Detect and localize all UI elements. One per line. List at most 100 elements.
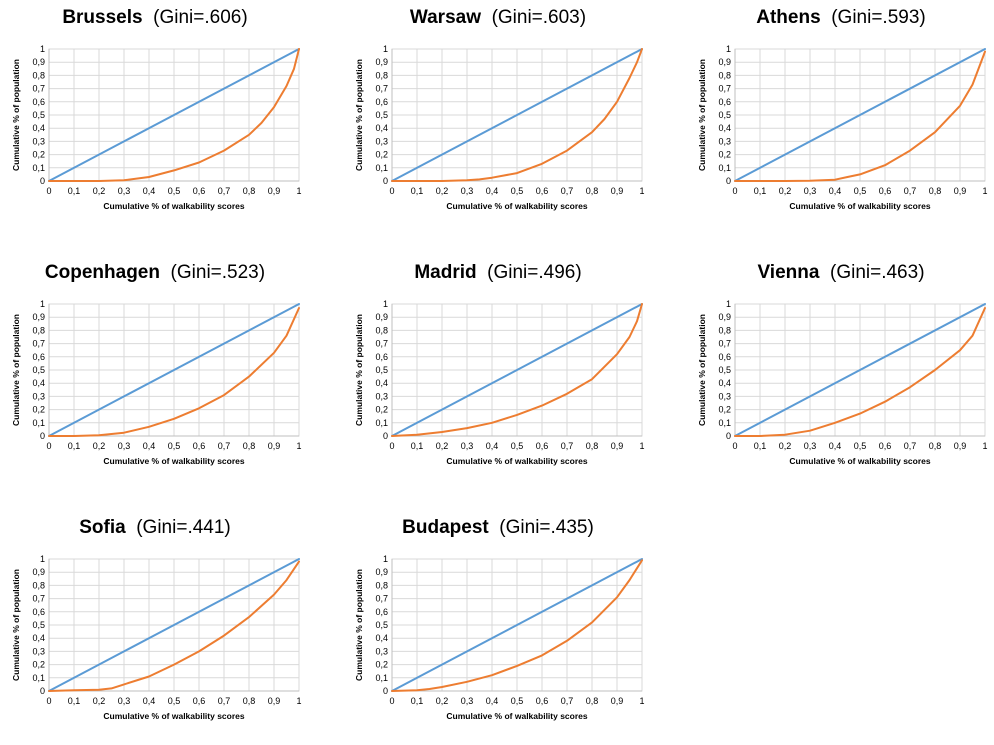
- y-tick-label: 0,7: [718, 339, 731, 349]
- lorenz-curve: [734, 307, 986, 437]
- x-tick-label: 0,1: [68, 186, 81, 196]
- y-tick-label: 0,1: [32, 673, 45, 683]
- x-tick-label: 0,3: [118, 186, 131, 196]
- x-tick-label: 0,8: [243, 186, 256, 196]
- x-tick-label: 1: [982, 441, 987, 451]
- x-tick-label: 0: [732, 186, 737, 196]
- y-tick-label: 0,1: [32, 418, 45, 428]
- x-tick-label: 0: [732, 441, 737, 451]
- x-tick-label: 0,8: [243, 696, 256, 706]
- y-tick-label: 0,3: [375, 136, 388, 146]
- x-tick-label: 0,1: [411, 186, 424, 196]
- y-tick-label: 0,3: [32, 646, 45, 656]
- x-tick-label: 0,8: [929, 186, 942, 196]
- y-axis-title: Cumulative % of population: [697, 314, 707, 426]
- chart-title: Budapest (Gini=.435): [348, 515, 648, 541]
- y-tick-label: 1: [383, 299, 388, 309]
- x-tick-label: 0,7: [218, 186, 231, 196]
- chart-title: Warsaw (Gini=.603): [348, 5, 648, 31]
- x-tick-label: 0: [46, 186, 51, 196]
- x-tick-label: 0,2: [436, 696, 449, 706]
- x-tick-label: 0,3: [804, 186, 817, 196]
- chart-title: Vienna (Gini=.463): [691, 260, 991, 286]
- y-tick-label: 0,9: [375, 312, 388, 322]
- y-tick-label: 1: [726, 44, 731, 54]
- y-tick-label: 0: [726, 176, 731, 186]
- y-tick-label: 0,9: [375, 57, 388, 67]
- lorenz-plot: 0 0,1 0,2 0,3 0,4 0,5 0,6 0,7 0,8 0,9 1 0 0,1 0,2 0,3 0…: [11, 554, 302, 721]
- y-axis-title: Cumulative % of population: [354, 569, 364, 681]
- x-tick-label: 0,8: [243, 441, 256, 451]
- x-tick-label: 0,9: [954, 441, 967, 451]
- y-tick-label: 1: [383, 44, 388, 54]
- y-tick-label: 0,8: [718, 70, 731, 80]
- y-tick-label: 0,3: [32, 136, 45, 146]
- x-tick-label: 0,5: [168, 186, 181, 196]
- equality-line: [48, 558, 300, 692]
- city-name: Sofia: [79, 517, 126, 538]
- x-tick-label: 1: [296, 186, 301, 196]
- x-tick-label: 0,6: [879, 186, 892, 196]
- y-tick-label: 0,5: [375, 620, 388, 630]
- y-tick-label: 0,4: [32, 378, 45, 388]
- y-tick-label: 0,4: [32, 123, 45, 133]
- x-tick-label: 0,6: [193, 441, 206, 451]
- x-tick-label: 0,2: [779, 441, 792, 451]
- x-axis-title: Cumulative % of walkability scores: [789, 456, 931, 466]
- x-tick-label: 0,5: [168, 696, 181, 706]
- equality-line: [391, 303, 643, 437]
- y-tick-label: 0,7: [32, 84, 45, 94]
- chart-panel-budapest: Budapest (Gini=.435) 0 0,1 0,2 0,3 0,4 0,5 0,6…: [348, 515, 648, 745]
- y-tick-label: 0,3: [718, 391, 731, 401]
- x-tick-label: 0,9: [611, 186, 624, 196]
- x-tick-label: 0,6: [879, 441, 892, 451]
- x-tick-label: 0,1: [68, 696, 81, 706]
- x-tick-label: 0,8: [586, 696, 599, 706]
- x-tick-label: 0,1: [68, 441, 81, 451]
- chart-panel-copenhagen: Copenhagen (Gini=.523) 0 0,1 0,2 0,3 0,4 0,5 0…: [5, 260, 305, 490]
- y-tick-label: 0,4: [32, 633, 45, 643]
- y-tick-label: 0,7: [32, 339, 45, 349]
- gini-label: (Gini=.593): [831, 7, 926, 28]
- x-tick-label: 0,7: [218, 696, 231, 706]
- lorenz-plot: 0 0,1 0,2 0,3 0,4 0,5 0,6 0,7 0,8 0,9 1 0 0,1 0,2 0,3 0…: [354, 299, 645, 466]
- x-tick-label: 1: [639, 696, 644, 706]
- y-tick-label: 0,6: [375, 97, 388, 107]
- y-tick-label: 0,2: [32, 150, 45, 160]
- y-tick-label: 0,7: [32, 594, 45, 604]
- lorenz-curve: [734, 50, 986, 182]
- x-tick-label: 0,2: [93, 186, 106, 196]
- y-tick-label: 0,6: [375, 607, 388, 617]
- y-axis-title: Cumulative % of population: [11, 569, 21, 681]
- y-tick-label: 0,2: [375, 405, 388, 415]
- x-tick-label: 0,7: [561, 441, 574, 451]
- x-tick-label: 0,9: [611, 441, 624, 451]
- y-tick-label: 0: [383, 431, 388, 441]
- chart-panel-madrid: Madrid (Gini=.496) 0 0,1 0,2 0,3 0,4 0,5 0,6 0,…: [348, 260, 648, 490]
- y-tick-label: 0,6: [718, 97, 731, 107]
- y-tick-label: 0,6: [32, 607, 45, 617]
- y-tick-label: 0,5: [718, 365, 731, 375]
- y-tick-label: 0,9: [718, 57, 731, 67]
- y-axis-title: Cumulative % of population: [11, 59, 21, 171]
- x-tick-label: 0,6: [536, 186, 549, 196]
- x-tick-label: 0,5: [854, 441, 867, 451]
- y-tick-label: 0,8: [375, 325, 388, 335]
- y-tick-label: 0,1: [375, 163, 388, 173]
- y-tick-label: 0: [40, 686, 45, 696]
- x-tick-label: 0,3: [118, 441, 131, 451]
- lorenz-plot: 0 0,1 0,2 0,3 0,4 0,5 0,6 0,7 0,8 0,9 1 0 0,1 0,2 0,3 0…: [11, 44, 302, 211]
- city-name: Copenhagen: [44, 262, 160, 283]
- x-axis-title: Cumulative % of walkability scores: [103, 201, 245, 211]
- lorenz-curve: [391, 303, 643, 437]
- y-tick-label: 0: [40, 176, 45, 186]
- y-axis-title: Cumulative % of population: [354, 314, 364, 426]
- lorenz-plot: 0 0,1 0,2 0,3 0,4 0,5 0,6 0,7 0,8 0,9 1 0 0,1 0,2 0,3 0…: [354, 554, 645, 721]
- y-tick-label: 0,1: [718, 418, 731, 428]
- equality-line: [48, 48, 300, 182]
- x-tick-label: 0,3: [804, 441, 817, 451]
- x-tick-label: 0,8: [586, 186, 599, 196]
- equality-line: [734, 48, 986, 182]
- city-name: Warsaw: [409, 7, 481, 28]
- y-tick-label: 0: [383, 176, 388, 186]
